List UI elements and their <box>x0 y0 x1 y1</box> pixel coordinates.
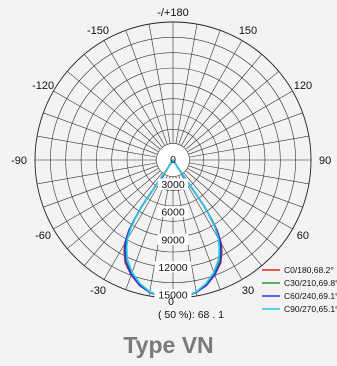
beam-annotation: ( 50 %): 68 . 1 <box>158 309 224 321</box>
grid-spoke <box>37 135 157 158</box>
angle-label: -30 <box>90 285 106 297</box>
radial-tick-label: 9000 <box>161 234 185 246</box>
grid-spoke <box>148 24 171 144</box>
angle-label: -120 <box>32 80 54 92</box>
grid-spoke <box>67 71 161 150</box>
angle-label: -150 <box>87 25 109 37</box>
legend-label: C90/270,65.1° <box>284 304 337 314</box>
grid-spoke <box>181 174 243 280</box>
grid-spoke <box>84 172 163 266</box>
radial-tick-label: 12000 <box>158 262 187 274</box>
grid-spoke <box>37 162 157 185</box>
grid-spoke <box>185 170 279 249</box>
grid-spoke <box>187 90 293 152</box>
grid-spoke <box>181 40 243 146</box>
grid-spoke <box>178 175 221 290</box>
grid-spoke <box>103 40 165 146</box>
legend: C0/180,68.2° C30/210,69.8° C60/240,69.1° C9… <box>262 265 337 314</box>
angle-label: 90 <box>319 155 331 167</box>
legend-label: C60/240,69.1° <box>284 291 337 301</box>
grid-spoke <box>178 30 221 145</box>
radial-tick-label: 15000 <box>158 290 187 302</box>
grid-spoke <box>187 168 293 230</box>
grid-spoke <box>189 135 309 158</box>
grid-spoke <box>53 90 159 152</box>
grid-spoke <box>188 112 303 155</box>
grid-spoke <box>67 170 161 249</box>
grid-spoke <box>53 168 159 230</box>
bottom-zero-label: 0 <box>168 296 174 308</box>
grid-spoke <box>183 54 262 148</box>
radial-tick-bg <box>154 289 192 300</box>
caption: Type VN <box>123 331 214 358</box>
angle-label: -90 <box>11 155 27 167</box>
angle-label: 120 <box>294 80 312 92</box>
angle-label: 150 <box>239 25 257 37</box>
angle-label: -60 <box>35 230 51 242</box>
angle-label: 30 <box>242 285 254 297</box>
grid-spoke <box>188 165 303 208</box>
angle-label: -/+180 <box>157 7 189 19</box>
grid-spoke <box>175 24 198 144</box>
legend-label: C0/180,68.2° <box>284 265 334 275</box>
grid-spoke <box>185 71 279 150</box>
angle-label: 60 <box>297 230 309 242</box>
grid-spoke <box>43 165 158 208</box>
legend-label: C30/210,69.8° <box>284 278 337 288</box>
grid-spoke <box>125 30 168 145</box>
grid-spoke <box>189 162 309 185</box>
grid-spoke <box>43 112 158 155</box>
radial-tick-bg <box>157 178 189 190</box>
grid-spoke <box>125 175 168 290</box>
radial-tick-bg <box>154 261 192 273</box>
center-label: 0 <box>170 154 176 166</box>
radial-tick-label: 3000 <box>161 179 185 191</box>
grid-spoke <box>103 174 165 280</box>
radial-tick-bg <box>157 206 189 218</box>
radial-tick-bg <box>157 233 189 245</box>
radial-tick-label: 6000 <box>161 207 185 219</box>
grid-spoke <box>183 172 262 266</box>
series-curve <box>126 159 220 299</box>
grid-spoke <box>84 54 163 148</box>
series-group <box>123 159 223 299</box>
